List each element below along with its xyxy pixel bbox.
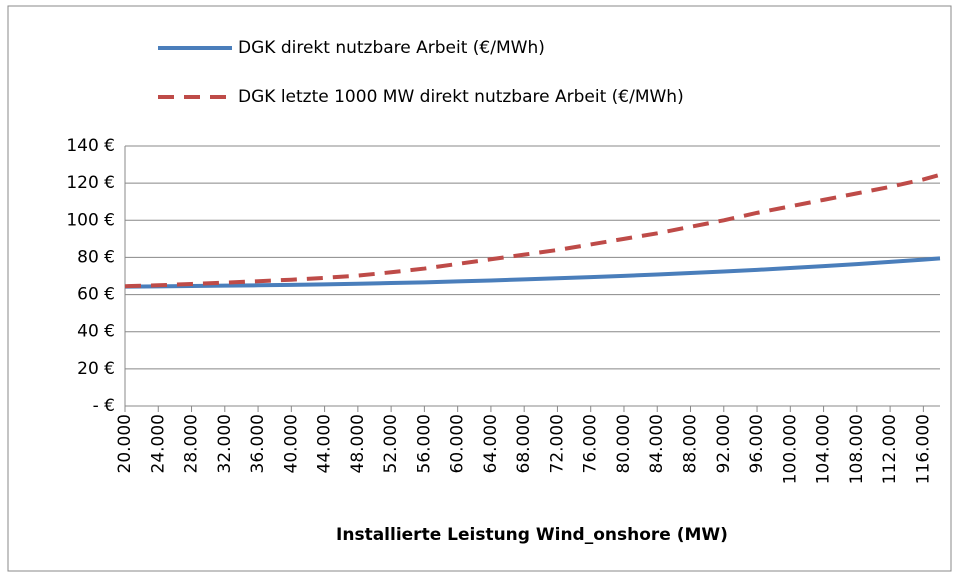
x-tick-label: 44.000 — [315, 414, 335, 473]
y-tick-label: 120 € — [66, 173, 115, 193]
x-tick-label: 112.000 — [880, 414, 900, 484]
x-tick-label: 76.000 — [581, 414, 601, 473]
y-tick-label: 60 € — [77, 285, 115, 305]
x-tick-label: 20.000 — [115, 414, 135, 473]
x-tick-label: 96.000 — [747, 414, 767, 473]
x-tick-label: 48.000 — [348, 414, 368, 473]
x-tick-label: 60.000 — [448, 414, 468, 473]
x-tick-label: 84.000 — [647, 414, 667, 473]
line-series — [124, 256, 941, 289]
x-tick-label: 40.000 — [281, 414, 301, 473]
x-tick-label: 36.000 — [248, 414, 268, 473]
y-tick-label: 100 € — [66, 210, 115, 230]
y-tick-label: 20 € — [77, 359, 115, 379]
legend-label: DGK direkt nutzbare Arbeit (€/MWh) — [238, 38, 545, 58]
x-tick-label: 116.000 — [913, 414, 933, 484]
x-axis-title: Installierte Leistung Wind_onshore (MW) — [336, 525, 728, 545]
x-tick-label: 80.000 — [614, 414, 634, 473]
x-tick-label: 52.000 — [381, 414, 401, 473]
x-tick-label: 64.000 — [481, 414, 501, 473]
x-tick-label: 100.000 — [780, 414, 800, 484]
x-tick-label: 24.000 — [148, 414, 168, 473]
x-tick-label: 92.000 — [714, 414, 734, 473]
line-series — [124, 172, 941, 289]
x-tick-label: 28.000 — [182, 414, 202, 473]
x-tick-label: 108.000 — [847, 414, 867, 484]
x-tick-label: 68.000 — [514, 414, 534, 473]
x-tick-label: 72.000 — [547, 414, 567, 473]
x-tick-label: 56.000 — [414, 414, 434, 473]
x-tick-label: 32.000 — [215, 414, 235, 473]
y-tick-label: 140 € — [66, 136, 115, 156]
x-tick-label: 88.000 — [681, 414, 701, 473]
y-tick-label: 40 € — [77, 322, 115, 342]
chart-border — [7, 5, 952, 572]
y-tick-label: - € — [93, 396, 115, 416]
legend-label: DGK letzte 1000 MW direkt nutzbare Arbei… — [238, 87, 684, 107]
x-tick-label: 104.000 — [814, 414, 834, 484]
y-tick-label: 80 € — [77, 247, 115, 267]
